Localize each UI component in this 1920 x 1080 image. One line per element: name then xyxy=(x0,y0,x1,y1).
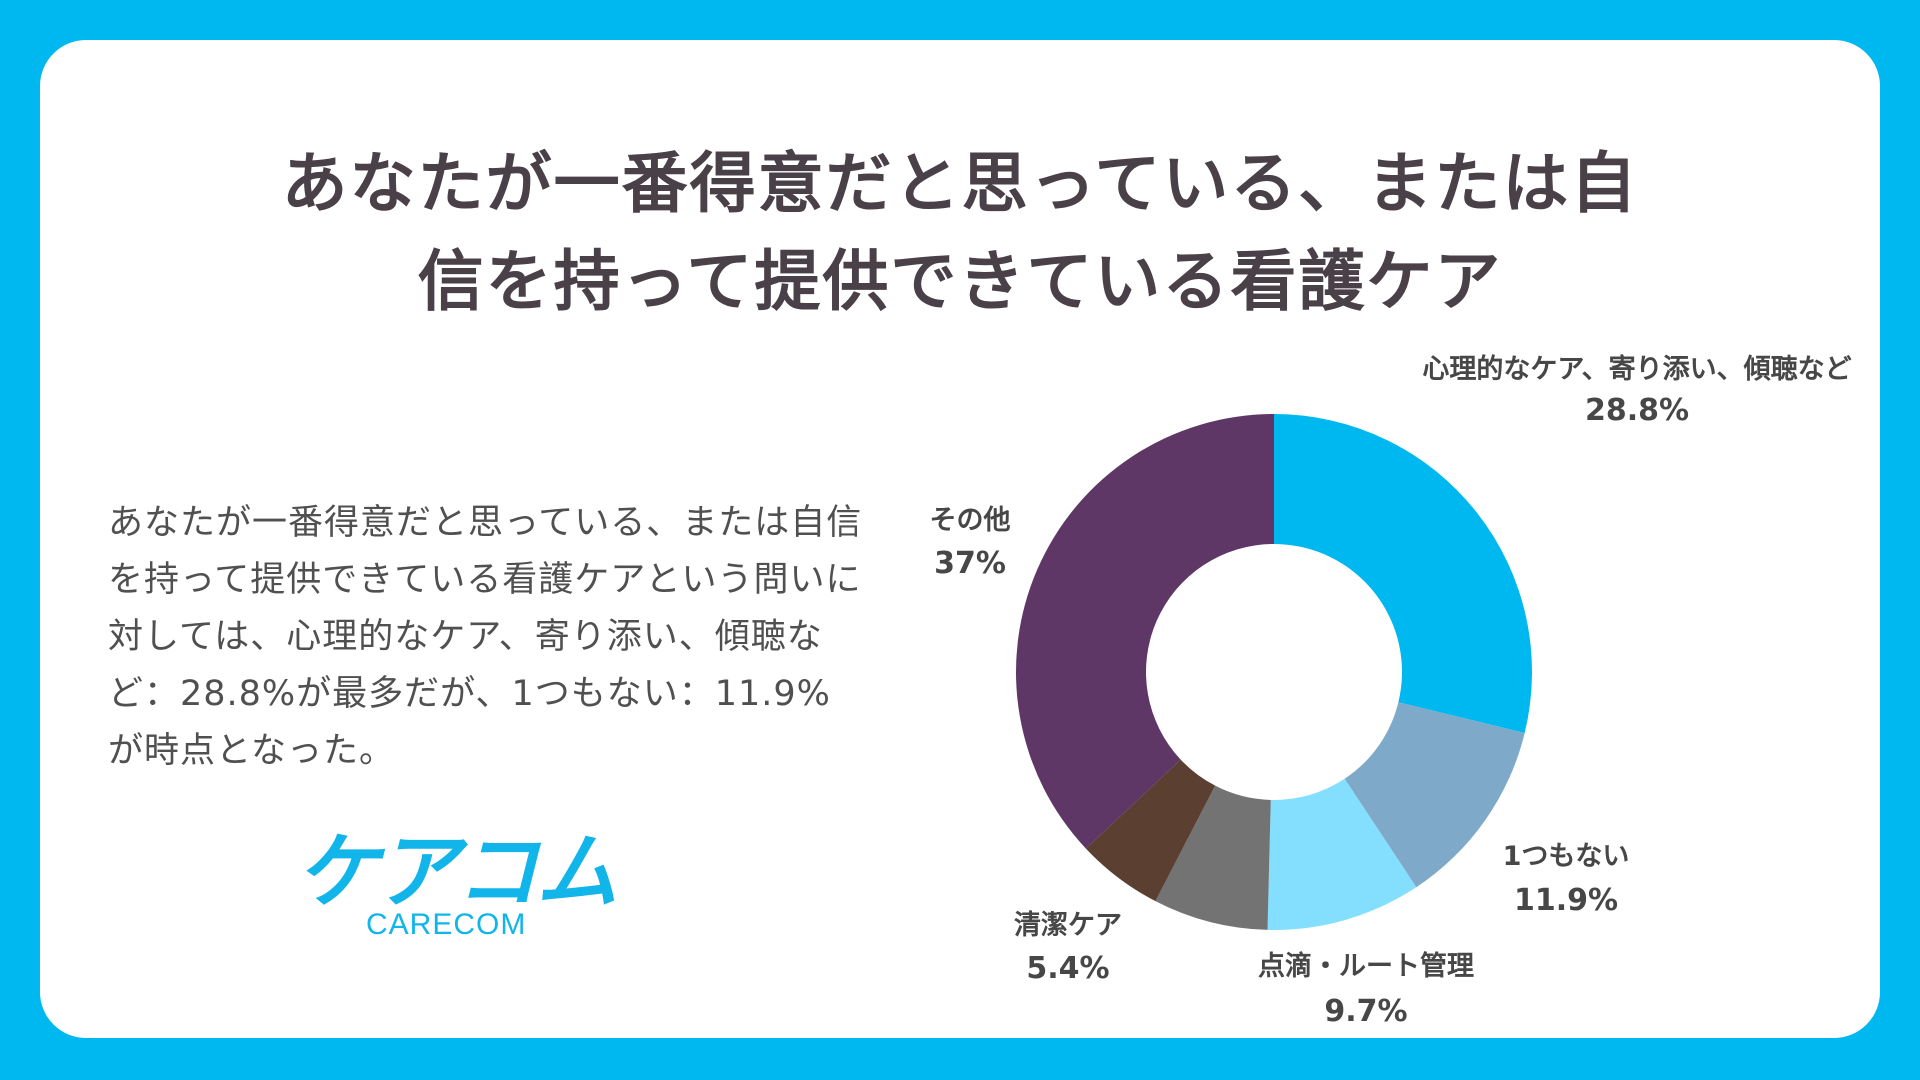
slice-label-4-value: 5.4% xyxy=(1026,951,1109,986)
page-title-line-1: あなたが一番得意だと思っている、または自 xyxy=(281,145,1639,222)
slice-label-4-name: 清潔ケア xyxy=(1014,910,1122,941)
logo-subtext: CARECOM xyxy=(366,908,527,941)
donut-slice-5 xyxy=(1016,414,1274,849)
slice-label-2-value: 9.7% xyxy=(1324,994,1407,1029)
slice-label-1-value: 11.9% xyxy=(1514,883,1618,918)
page-title: あなたが一番得意だと思っている、または自 信を持って提供できている看護ケア xyxy=(40,135,1880,331)
donut-slice-4 xyxy=(1085,759,1216,902)
description-line-4: ど：28.8%が最多だが、1つもない：11.9% xyxy=(108,674,831,714)
donut-slices xyxy=(1016,414,1532,930)
description-line-3: 対しては、心理的なケア、寄り添い、傾聴な xyxy=(108,617,823,657)
slice-label-0-name: 心理的なケア、寄り添い、傾聴など xyxy=(1422,353,1851,385)
description-line-2: を持って提供できている看護ケアという問いに xyxy=(108,560,862,600)
description-line-1: あなたが一番得意だと思っている、または自信 xyxy=(108,503,863,543)
description-line-5: が時点となった。 xyxy=(108,731,395,771)
carecom-logo: ケアコム CARECOM xyxy=(296,832,618,942)
slice-label-2-name: 点滴・ルート管理 xyxy=(1258,950,1474,982)
donut-slice-1 xyxy=(1344,702,1525,888)
slice-label-5-value: 37% xyxy=(934,546,1006,581)
content-card xyxy=(40,40,1880,1038)
slice-label-1-name: 1つもない xyxy=(1503,841,1630,872)
slice-label-0-value: 28.8% xyxy=(1585,393,1689,428)
donut-labels: 心理的なケア、寄り添い、傾聴など 28.8% 1つもない 11.9% 点滴・ルー… xyxy=(930,353,1852,1029)
logo-wordmark: ケアコム xyxy=(296,825,618,920)
donut-slice-2 xyxy=(1267,778,1417,930)
slice-label-5-name: その他 xyxy=(930,505,1011,536)
donut-slice-3 xyxy=(1155,785,1271,930)
page-title-line-2: 信を持って提供できている看護ケア xyxy=(417,243,1503,320)
description-text: あなたが一番得意だと思っている、または自信 を持って提供できている看護ケアという… xyxy=(108,495,908,780)
donut-slice-0 xyxy=(1274,414,1532,734)
